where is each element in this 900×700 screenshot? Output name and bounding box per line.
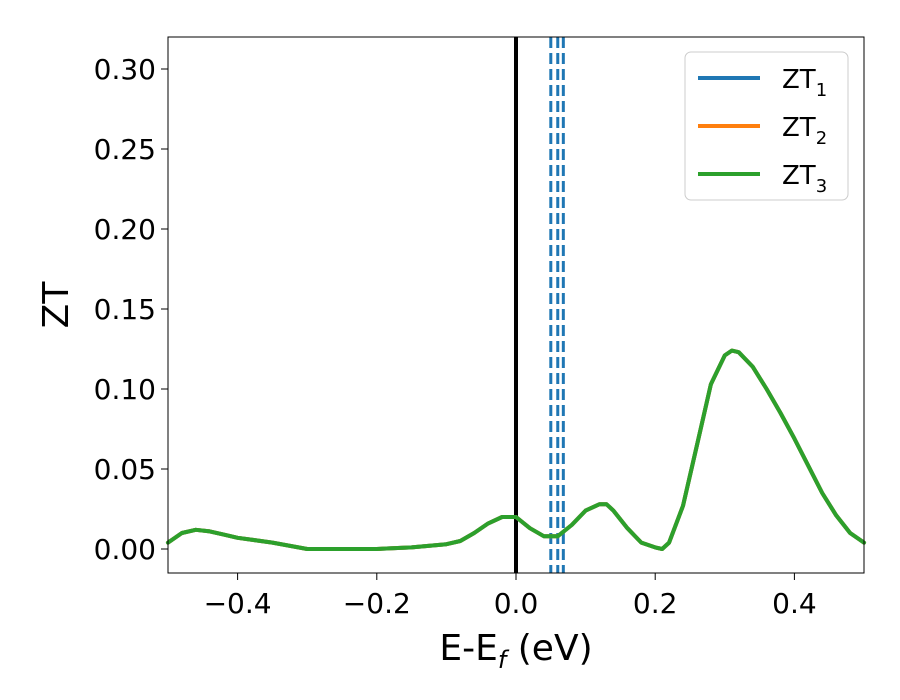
legend-box: [684, 51, 849, 201]
y-tick-label: 0.05: [94, 453, 156, 486]
x-axis-ticks: −0.4 −0.2 0.0 0.2 0.4: [204, 573, 817, 620]
x-tick-label: −0.4: [204, 587, 272, 620]
legend-label-zt3: ZT3: [782, 161, 827, 197]
x-tick-label: 0.0: [494, 587, 539, 620]
series-line-zt3: [166, 348, 866, 551]
y-tick-label: 0.10: [94, 373, 156, 406]
y-axis-ticks: 0.00 0.05 0.10 0.15 0.20 0.25 0.30: [94, 53, 168, 566]
plot-area: [166, 37, 866, 573]
y-tick-label: 0.25: [94, 133, 156, 166]
x-tick-label: 0.2: [633, 587, 678, 620]
y-tick-label: 0.15: [94, 293, 156, 326]
x-tick-label: 0.4: [772, 587, 817, 620]
legend: ZT1 ZT2 ZT3: [684, 51, 849, 201]
legend-label-zt1: ZT1: [782, 65, 827, 101]
y-axis-label: ZT: [36, 281, 77, 329]
legend-label-zt2: ZT2: [782, 113, 827, 149]
x-axis-label: E-Ef (eV): [439, 628, 592, 674]
x-axis-label-main: E-E: [439, 628, 497, 669]
x-axis-label-tail: (eV): [506, 628, 592, 669]
x-tick-label: −0.2: [343, 587, 411, 620]
y-tick-label: 0.00: [94, 533, 156, 566]
y-tick-label: 0.20: [94, 213, 156, 246]
y-tick-label: 0.30: [94, 53, 156, 86]
